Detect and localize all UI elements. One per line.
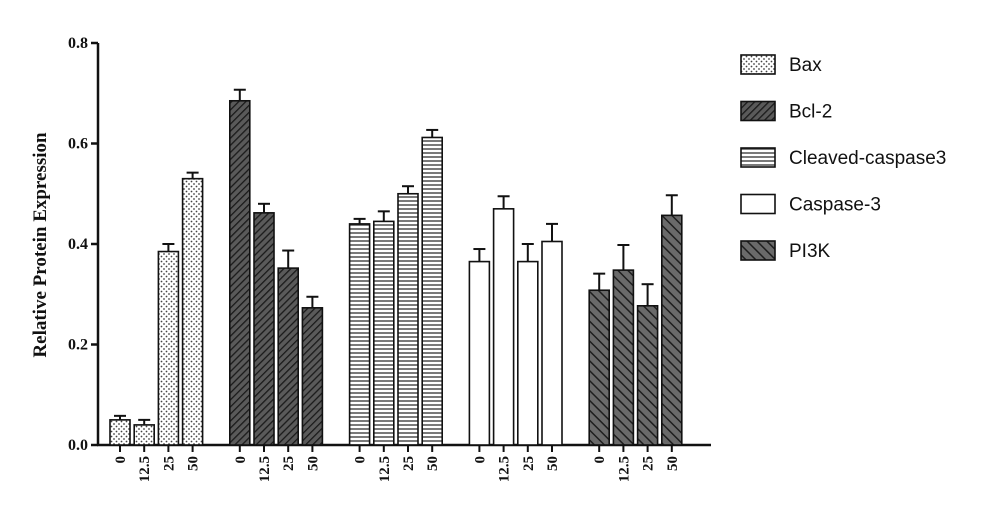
legend-swatch [740, 147, 776, 168]
bar-groups [109, 88, 683, 446]
x-tick-label: 25 [281, 456, 297, 471]
bar [181, 177, 204, 446]
x-tick-label: 0 [353, 456, 369, 464]
bar-group-bcl-2 [229, 88, 324, 446]
y-axis-label: Relative Protein Expression [30, 132, 51, 358]
x-tick-label: 25 [641, 456, 657, 471]
bar [636, 305, 659, 446]
bar [157, 250, 180, 446]
bar [588, 289, 611, 446]
x-tick-label: 12.5 [257, 456, 273, 482]
x-tick-label: 12.5 [377, 456, 393, 482]
legend-item: Cleaved-caspase3 [740, 147, 946, 169]
bar [109, 419, 131, 446]
bar [372, 220, 395, 446]
x-tick-label: 12.5 [137, 456, 153, 482]
legend-swatch [740, 193, 776, 215]
x-tick-label: 0 [592, 456, 608, 464]
x-tick-label: 50 [305, 456, 321, 471]
x-tick-label: 0 [233, 456, 249, 464]
legend-swatch [740, 240, 776, 261]
bar-group-bax [109, 171, 204, 446]
x-tick-label: 25 [401, 456, 417, 471]
legend-swatch [740, 54, 776, 75]
x-tick-label: 0 [472, 456, 488, 464]
y-tick-group: 0.0 0.2 0.4 0.6 0.8 [68, 35, 98, 454]
x-tick-label: 50 [425, 456, 441, 471]
bar [541, 240, 563, 446]
bar [468, 260, 491, 446]
y-tick-label: 0.6 [68, 136, 88, 153]
x-tick-label: 50 [186, 456, 202, 471]
bar [348, 223, 371, 446]
bar [612, 269, 635, 446]
bar [277, 267, 300, 446]
y-tick-label: 0.8 [68, 35, 88, 52]
bar [229, 99, 251, 446]
x-tick-label: 50 [545, 456, 561, 471]
bar [133, 424, 155, 446]
bar [492, 208, 515, 446]
legend-swatch [740, 100, 776, 122]
legend-item: Bcl-2 [740, 100, 832, 123]
y-tick-label: 0.2 [68, 337, 88, 354]
y-tick-label: 0.4 [68, 236, 88, 253]
bar [397, 192, 419, 446]
x-tick-label: 50 [665, 456, 681, 471]
legend-item: Bax [740, 54, 822, 76]
legend-item: PI3K [740, 240, 831, 262]
x-tick-label: 12.5 [616, 456, 632, 482]
y-tick-label: 0.0 [68, 437, 88, 454]
legend-label: Caspase-3 [789, 195, 881, 216]
x-tick-label: 12.5 [497, 456, 513, 482]
bar [660, 214, 683, 446]
legend-label: PI3K [789, 241, 831, 262]
x-tick-label: 25 [521, 456, 537, 471]
bar [301, 307, 324, 446]
bar [421, 136, 444, 446]
bar [253, 212, 275, 446]
legend-item: Caspase-3 [740, 193, 881, 216]
legend: Bax Bcl-2 Cleaved-caspase3 Caspase-3 PI3K [740, 54, 946, 262]
bar-group-cleaved-caspase3 [348, 128, 444, 446]
x-tick-group: 0 12.5 25 50 0 12.5 25 50 0 12.5 25 50 0 12.5 25 50 0 12.… [113, 446, 681, 482]
bar-group-caspase-3 [468, 195, 563, 446]
x-tick-label: 0 [113, 456, 129, 464]
legend-label: Bax [789, 55, 822, 76]
legend-label: Cleaved-caspase3 [789, 148, 946, 169]
bar [516, 260, 539, 446]
bar-group-pi3k [588, 194, 683, 446]
legend-label: Bcl-2 [789, 102, 832, 123]
x-tick-label: 25 [161, 456, 177, 471]
